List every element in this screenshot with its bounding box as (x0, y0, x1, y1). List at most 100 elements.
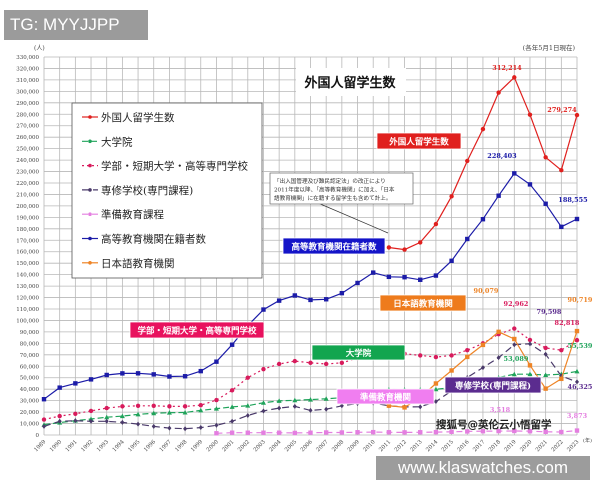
data-point (465, 236, 470, 242)
data-point (261, 408, 266, 414)
legend-label: 準備教育課程 (101, 208, 164, 221)
legend-marker (88, 163, 92, 168)
x-tick-label: 1995 (127, 439, 141, 453)
y-tick-label: 260,000 (16, 135, 39, 141)
data-point (574, 216, 580, 222)
data-point (480, 429, 486, 434)
legend-label: 外国人留学生数 (101, 111, 175, 124)
data-point (292, 403, 297, 409)
data-point (182, 404, 188, 409)
annotation-box (269, 172, 414, 205)
data-point (308, 430, 313, 435)
data-point (512, 336, 517, 342)
data-point (480, 126, 486, 132)
data-point (480, 365, 485, 371)
y-tick-label: 220,000 (16, 181, 39, 187)
x-tick-label: 2021 (535, 439, 549, 453)
data-point (308, 360, 313, 366)
data-point (433, 386, 439, 392)
data-point (402, 405, 407, 410)
data-point (449, 353, 454, 358)
data-point (167, 404, 172, 409)
series-line-4 (216, 430, 578, 434)
data-point (73, 411, 78, 417)
y-tick-label: 70,000 (20, 353, 40, 359)
data-point (402, 275, 407, 280)
x-tick-label: 2015 (441, 439, 455, 453)
x-tick-label: 2020 (519, 439, 533, 453)
data-point (73, 418, 78, 424)
x-tick-label: 2018 (488, 439, 502, 453)
x-tick-label: 2000 (206, 439, 220, 453)
data-point (543, 345, 548, 351)
data-point (292, 430, 298, 436)
data-point (496, 193, 501, 198)
data-point (496, 355, 501, 361)
y-tick-label: 110,000 (16, 307, 39, 313)
y-tick-label: 300,000 (16, 89, 39, 95)
data-point (527, 341, 532, 347)
data-point (371, 270, 376, 275)
data-label: 53,089 (504, 355, 529, 363)
y-tick-label: 50,000 (20, 376, 40, 382)
data-point (276, 298, 282, 303)
data-point (88, 416, 94, 421)
x-tick-label: 2022 (551, 439, 565, 453)
x-tick-label: 2002 (237, 439, 251, 453)
x-tick-label: 2003 (253, 439, 267, 453)
series-tag-label: 学部・短期大学・高等専門学校 (137, 326, 257, 337)
data-point (543, 351, 548, 357)
data-point (167, 425, 172, 431)
data-point (104, 405, 109, 411)
data-point (261, 366, 266, 372)
data-point (512, 428, 517, 434)
data-label: 92,962 (504, 300, 529, 308)
data-point (543, 201, 548, 206)
y-tick-label: 210,000 (16, 192, 39, 198)
y-tick-label: 180,000 (16, 227, 39, 233)
x-tick-label: 1998 (174, 439, 188, 453)
data-point (543, 155, 548, 160)
data-point (449, 258, 454, 264)
data-label: 312,214 (492, 64, 522, 72)
x-tick-label: 2005 (284, 439, 298, 453)
data-point (135, 403, 141, 408)
data-point (323, 430, 329, 435)
x-tick-label: 2012 (394, 439, 408, 453)
series-tag-bg (129, 321, 265, 339)
y-tick-label: 290,000 (16, 101, 39, 107)
y-axis-unit: (人) (34, 45, 45, 52)
data-point (276, 398, 282, 403)
legend-label: 日本語教育機関 (101, 257, 175, 270)
data-point (182, 374, 188, 379)
y-tick-label: 320,000 (16, 66, 39, 72)
data-point (512, 342, 517, 348)
series-tag-bg (336, 388, 435, 405)
watermark-link: www.klaswatches.com (376, 456, 590, 480)
y-tick-label: 20,000 (20, 410, 40, 416)
x-tick-label: 2013 (410, 439, 424, 453)
data-point (433, 354, 439, 360)
data-point (386, 245, 392, 250)
data-point (527, 112, 533, 117)
data-point (119, 413, 125, 419)
series-line-2 (43, 327, 578, 421)
y-tick-label: 80,000 (20, 341, 40, 347)
x-tick-label: 1999 (190, 439, 204, 453)
data-label: 279,274 (547, 106, 577, 114)
data-point (261, 307, 266, 312)
series-tag-label: 外国人留学生数 (388, 137, 449, 148)
data-point (213, 406, 219, 411)
data-point (151, 372, 156, 377)
y-tick-label: 160,000 (16, 250, 39, 256)
data-point (433, 221, 439, 227)
data-point (245, 430, 250, 435)
data-point (41, 417, 47, 422)
legend-marker (88, 236, 92, 241)
legend-label: 学部・短期大学・高等専門学校 (101, 160, 248, 173)
data-point (120, 419, 125, 425)
data-point (527, 337, 533, 343)
data-point (292, 358, 298, 364)
data-point (480, 342, 486, 348)
data-point (151, 423, 156, 429)
